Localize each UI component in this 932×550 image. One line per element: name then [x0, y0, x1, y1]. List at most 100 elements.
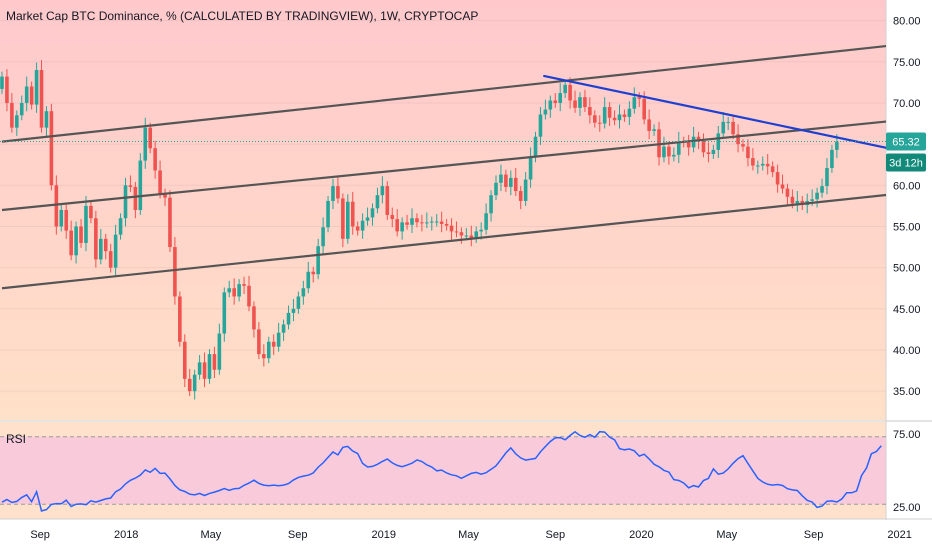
candle-body — [612, 117, 617, 121]
candle-body — [830, 149, 834, 168]
candle-body — [696, 136, 701, 141]
candle-body — [276, 332, 281, 347]
candle-body — [212, 354, 217, 370]
candle-body — [602, 107, 607, 124]
time-tick-label: May — [458, 529, 479, 541]
candle-body — [395, 219, 399, 232]
candle-body — [785, 188, 790, 197]
candle-body — [597, 122, 602, 124]
candle-body — [765, 163, 770, 167]
candle-body — [29, 86, 34, 105]
candle-body — [444, 224, 449, 226]
candle-body — [548, 100, 553, 110]
candle-body — [143, 127, 148, 161]
time-tick-label: 2019 — [372, 529, 396, 541]
candle-body — [262, 354, 266, 359]
rsi-label: RSI — [6, 432, 26, 446]
candle-body — [153, 148, 157, 171]
price-tick-label: 60.00 — [893, 180, 921, 192]
candle-body — [19, 102, 24, 116]
candle-body — [306, 271, 311, 289]
candle-body — [770, 166, 775, 173]
candle-body — [217, 333, 222, 370]
candle-body — [701, 140, 706, 153]
candle-body — [79, 226, 83, 243]
candle-body — [731, 121, 735, 135]
candle-body — [192, 374, 197, 392]
price-tick-label: 75.00 — [893, 57, 921, 69]
candle-body — [355, 226, 360, 231]
candle-body — [148, 127, 152, 149]
candle-body — [721, 121, 726, 134]
candle-body — [553, 100, 558, 103]
rsi-tick-label: 25.00 — [893, 502, 921, 514]
candle-body — [429, 221, 434, 223]
price-axis: 80.0075.0070.0065.0060.0055.0050.0045.00… — [893, 16, 921, 399]
candle-body — [247, 285, 251, 307]
candle-body — [676, 141, 681, 155]
candle-body — [370, 208, 375, 218]
price-tick-label: 70.00 — [893, 98, 921, 110]
last-price-badge: 65.32 — [886, 132, 926, 151]
candle-body — [128, 185, 133, 187]
candle-body — [746, 146, 750, 159]
candle-body — [69, 230, 73, 256]
candle-body — [350, 201, 355, 227]
price-tick-label: 50.00 — [893, 263, 921, 275]
candle-body — [790, 196, 795, 204]
candle-body — [543, 109, 548, 115]
candle-body — [138, 160, 143, 210]
candle-body — [810, 199, 814, 201]
resistance-trendline — [543, 74, 886, 149]
candle-body — [568, 84, 572, 101]
time-tick-label: 2020 — [629, 529, 653, 541]
price-tick-label: 40.00 — [893, 345, 921, 357]
candle-body — [380, 186, 385, 196]
candle-body — [44, 111, 49, 128]
candle-body — [266, 341, 271, 359]
candle-body — [187, 378, 192, 392]
time-tick-label: Sep — [30, 529, 50, 541]
time-tick-label: Sep — [288, 529, 308, 541]
candles — [0, 60, 839, 400]
rsi-line — [1, 430, 882, 512]
candle-body — [593, 115, 597, 123]
candle-body — [474, 231, 479, 238]
candle-body — [89, 205, 93, 219]
candle-body — [202, 362, 207, 379]
candle-body — [533, 136, 538, 158]
candle-body — [133, 186, 138, 210]
candle-body — [637, 97, 642, 99]
candle-body — [538, 114, 543, 137]
rsi-axis: 75.00 25.00 — [893, 429, 921, 514]
candle-body — [123, 185, 128, 219]
candle-body — [760, 163, 765, 166]
channel-line — [1, 193, 886, 290]
candle-body — [405, 222, 409, 225]
channel-line — [1, 120, 886, 212]
candle-body — [825, 168, 829, 187]
time-tick-label: May — [716, 529, 737, 541]
candle-body — [64, 210, 69, 231]
candle-body — [499, 174, 503, 183]
candle-body — [207, 354, 212, 379]
candle-body — [741, 144, 745, 147]
candle-body — [820, 186, 824, 193]
candle-body — [321, 227, 325, 247]
candle-body — [232, 288, 236, 297]
candle-body — [400, 222, 404, 232]
candle-body — [252, 306, 256, 330]
candle-body — [168, 197, 172, 248]
candle-body — [464, 235, 469, 237]
candle-body — [375, 195, 380, 209]
candle-body — [518, 191, 523, 201]
candle-body — [24, 86, 29, 103]
candle-body — [449, 225, 454, 232]
candle-body — [84, 205, 88, 243]
candle-body — [642, 98, 646, 120]
candle-body — [222, 292, 227, 334]
candle-body — [434, 221, 439, 223]
candle-body — [528, 157, 533, 180]
candle-body — [163, 193, 167, 198]
